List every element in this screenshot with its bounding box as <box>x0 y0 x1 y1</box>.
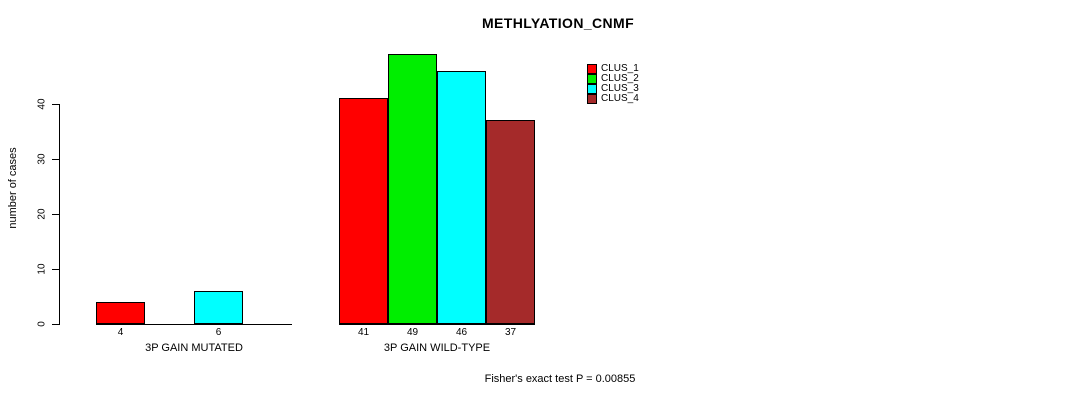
legend: CLUS_1 CLUS_2 CLUS_3 CLUS_4 <box>587 64 639 104</box>
legend-label: CLUS_4 <box>601 93 639 104</box>
x-baseline <box>339 324 535 325</box>
legend-item: CLUS_2 <box>587 74 639 84</box>
legend-color-swatch <box>587 74 597 84</box>
bar-value-label: 4 <box>117 327 124 338</box>
legend-color-swatch <box>587 64 597 74</box>
bar-value-label: 37 <box>504 327 517 338</box>
bar-clus_4 <box>486 120 535 324</box>
chart-title: METHLYATION_CNMF <box>481 15 635 31</box>
y-tick-label: 0 <box>36 321 48 327</box>
annotation-text: Fisher's exact test P = 0.00855 <box>484 373 636 385</box>
bar-clus_1 <box>96 302 145 324</box>
legend-item: CLUS_3 <box>587 84 639 94</box>
y-tick-label: 20 <box>36 208 48 220</box>
bar-clus_3 <box>194 291 243 324</box>
legend-color-swatch <box>587 94 597 104</box>
legend-item: CLUS_4 <box>587 94 639 104</box>
y-tick-label: 30 <box>36 153 48 165</box>
y-tick-label: 40 <box>36 98 48 110</box>
x-baseline <box>96 324 292 325</box>
bar-value-label: 41 <box>357 327 370 338</box>
legend-label: CLUS_3 <box>601 83 639 94</box>
bar-clus_2 <box>388 54 437 324</box>
category-label: 3P GAIN WILD-TYPE <box>383 342 491 354</box>
bar-value-label: 46 <box>455 327 468 338</box>
bar-value-label: 49 <box>406 327 419 338</box>
bar-clus_1 <box>339 98 388 324</box>
y-tick <box>52 214 59 215</box>
y-tick-label: 10 <box>36 263 48 275</box>
y-axis-line <box>59 104 60 325</box>
y-tick <box>52 324 59 325</box>
bar-clus_3 <box>437 71 486 324</box>
y-tick <box>52 159 59 160</box>
y-tick <box>52 269 59 270</box>
y-tick <box>52 104 59 105</box>
bar-value-label: 6 <box>215 327 222 338</box>
legend-label: CLUS_1 <box>601 63 639 74</box>
category-label: 3P GAIN MUTATED <box>145 342 243 354</box>
legend-color-swatch <box>587 84 597 94</box>
legend-item: CLUS_1 <box>587 64 639 74</box>
legend-label: CLUS_2 <box>601 73 639 84</box>
